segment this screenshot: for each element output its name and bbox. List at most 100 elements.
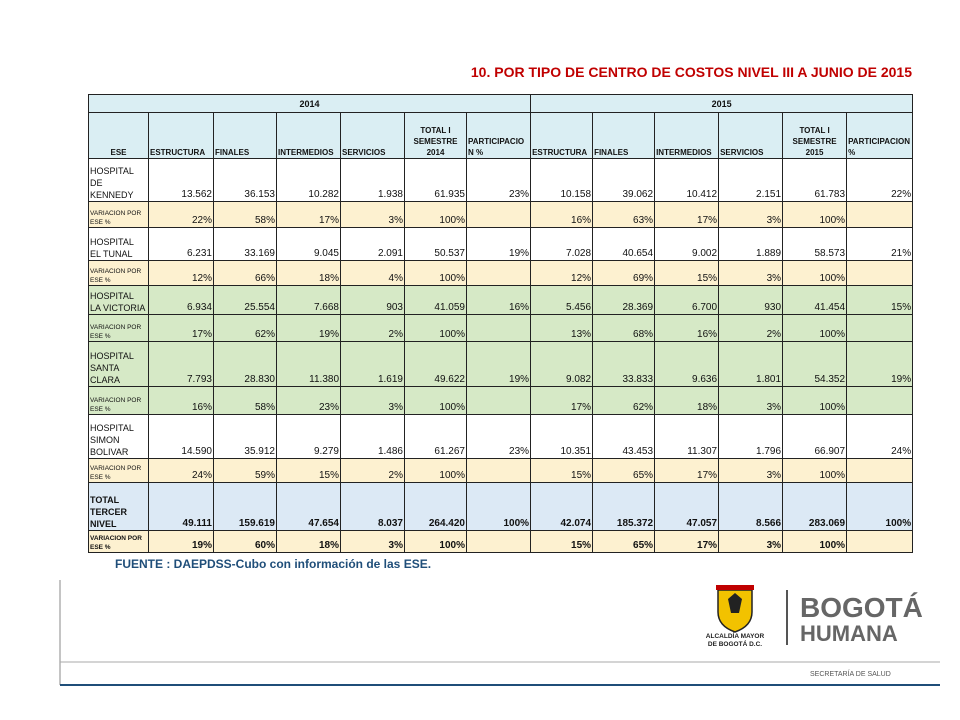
cell: 100% — [846, 482, 914, 531]
variation-row: VARIACION POR ESE % 12% 66% 18% 4% 100% 12% 69%… — [88, 260, 914, 286]
cell: 18% — [654, 386, 720, 415]
row-label: VARIACION POR ESE % — [88, 530, 149, 553]
cell: 17% — [148, 314, 214, 342]
alcaldia-line1: ALCALDÍA MAYOR — [706, 631, 765, 640]
cell: 43.453 — [592, 414, 656, 459]
cell: 21% — [846, 227, 914, 261]
cell: 10.351 — [530, 414, 594, 459]
cell: 68% — [592, 314, 656, 342]
cell: 100% — [465, 482, 532, 531]
cell: 19% — [276, 314, 341, 342]
data-table: 2014 2015 ESE ESTRUCTURA FINALES INTERMEDIOS S… — [87, 94, 914, 553]
cell: 16% — [148, 386, 214, 415]
cell: 3% — [718, 260, 784, 286]
cell: 100% — [782, 458, 848, 483]
column-header: ESTRUCTURA — [530, 112, 594, 159]
cell: 50.537 — [404, 227, 467, 261]
hospital-row: TOTAL TERCER NIVEL 49.111 159.619 47.654 8.0… — [88, 482, 914, 531]
cell: 9.279 — [276, 414, 341, 459]
cell — [465, 314, 532, 342]
cell: 930 — [718, 285, 784, 315]
cell: 185.372 — [592, 482, 656, 531]
humana-logo: HUMANA — [800, 621, 898, 646]
cell: 100% — [404, 314, 467, 342]
cell: 13% — [530, 314, 594, 342]
cell: 1.796 — [718, 414, 784, 459]
hospital-row: HOSPITAL EL TUNAL 6.231 33.169 9.045 2.091 50… — [88, 227, 914, 261]
cell: 23% — [276, 386, 341, 415]
bogota-logo: BOGOTÁ — [800, 592, 923, 623]
cell: 61.935 — [404, 158, 467, 202]
cell: 2.151 — [718, 158, 784, 202]
year-cell: 2014 — [87, 94, 532, 113]
cell: 12% — [148, 260, 214, 286]
column-header: INTERMEDIOS — [654, 112, 720, 159]
variation-row: VARIACION POR ESE % 24% 59% 15% 2% 100% 15% 65%… — [88, 458, 914, 483]
hospital-row: HOSPITAL SANTA CLARA 7.793 28.830 11.380 1.6… — [88, 341, 914, 387]
cell: 23% — [465, 158, 532, 202]
row-label: HOSPITAL SIMON BOLIVAR — [88, 414, 149, 459]
cell: 17% — [654, 201, 720, 228]
cell: 35.912 — [213, 414, 277, 459]
cell: 18% — [276, 260, 341, 286]
cell: 100% — [404, 201, 467, 228]
cell: 33.833 — [592, 341, 656, 387]
cell: 6.934 — [148, 285, 214, 315]
row-label: HOSPITAL LA VICTORIA — [88, 285, 149, 315]
cell: 100% — [404, 260, 467, 286]
cell: 63% — [592, 201, 656, 228]
cell: 2% — [718, 314, 784, 342]
cell: 16% — [654, 314, 720, 342]
cell: 61.783 — [782, 158, 848, 202]
row-label: VARIACION POR ESE % — [88, 458, 149, 483]
column-header: PARTICIPACION % — [846, 112, 914, 159]
cell: 3% — [718, 201, 784, 228]
cell: 1.619 — [340, 341, 405, 387]
cell: 6.231 — [148, 227, 214, 261]
alcaldia-line2: DE BOGOTÁ D.C. — [708, 639, 762, 648]
cell: 17% — [276, 201, 341, 228]
cell — [465, 530, 532, 553]
cell: 16% — [465, 285, 532, 315]
hospital-row: HOSPITAL LA VICTORIA 6.934 25.554 7.668 903 4… — [88, 285, 914, 315]
cell: 19% — [846, 341, 914, 387]
secretaria: SECRETARÍA DE SALUD — [810, 669, 891, 678]
cell — [846, 386, 914, 415]
cell: 62% — [213, 314, 277, 342]
variation-row: VARIACION POR ESE % 19% 60% 18% 3% 100% 15% 65%… — [88, 530, 914, 553]
cell — [846, 314, 914, 342]
cell: 100% — [404, 530, 467, 553]
cell: 10.412 — [654, 158, 720, 202]
cell: 40.654 — [592, 227, 656, 261]
cell — [846, 530, 914, 553]
cell: 9.045 — [276, 227, 341, 261]
cell — [846, 260, 914, 286]
cell: 15% — [276, 458, 341, 483]
cell: 65% — [592, 458, 656, 483]
cell: 9.636 — [654, 341, 720, 387]
column-header: ESTRUCTURA — [148, 112, 214, 159]
cell: 4% — [340, 260, 405, 286]
column-header: TOTAL I SEMESTRE 2014 — [404, 112, 467, 159]
cell: 39.062 — [592, 158, 656, 202]
cell: 2.091 — [340, 227, 405, 261]
cell: 36.153 — [213, 158, 277, 202]
cell: 11.307 — [654, 414, 720, 459]
cell: 5.456 — [530, 285, 594, 315]
cell: 22% — [148, 201, 214, 228]
cell: 8.037 — [340, 482, 405, 531]
cell: 903 — [340, 285, 405, 315]
variation-row: VARIACION POR ESE % 17% 62% 19% 2% 100% 13% 68%… — [88, 314, 914, 342]
cell: 3% — [340, 201, 405, 228]
cell: 61.267 — [404, 414, 467, 459]
cell: 2% — [340, 314, 405, 342]
cell: 100% — [782, 314, 848, 342]
year-cell: 2015 — [530, 94, 914, 113]
cell: 13.562 — [148, 158, 214, 202]
cell: 7.793 — [148, 341, 214, 387]
cell — [465, 201, 532, 228]
cell: 100% — [782, 386, 848, 415]
cell: 47.654 — [276, 482, 341, 531]
cell: 24% — [846, 414, 914, 459]
